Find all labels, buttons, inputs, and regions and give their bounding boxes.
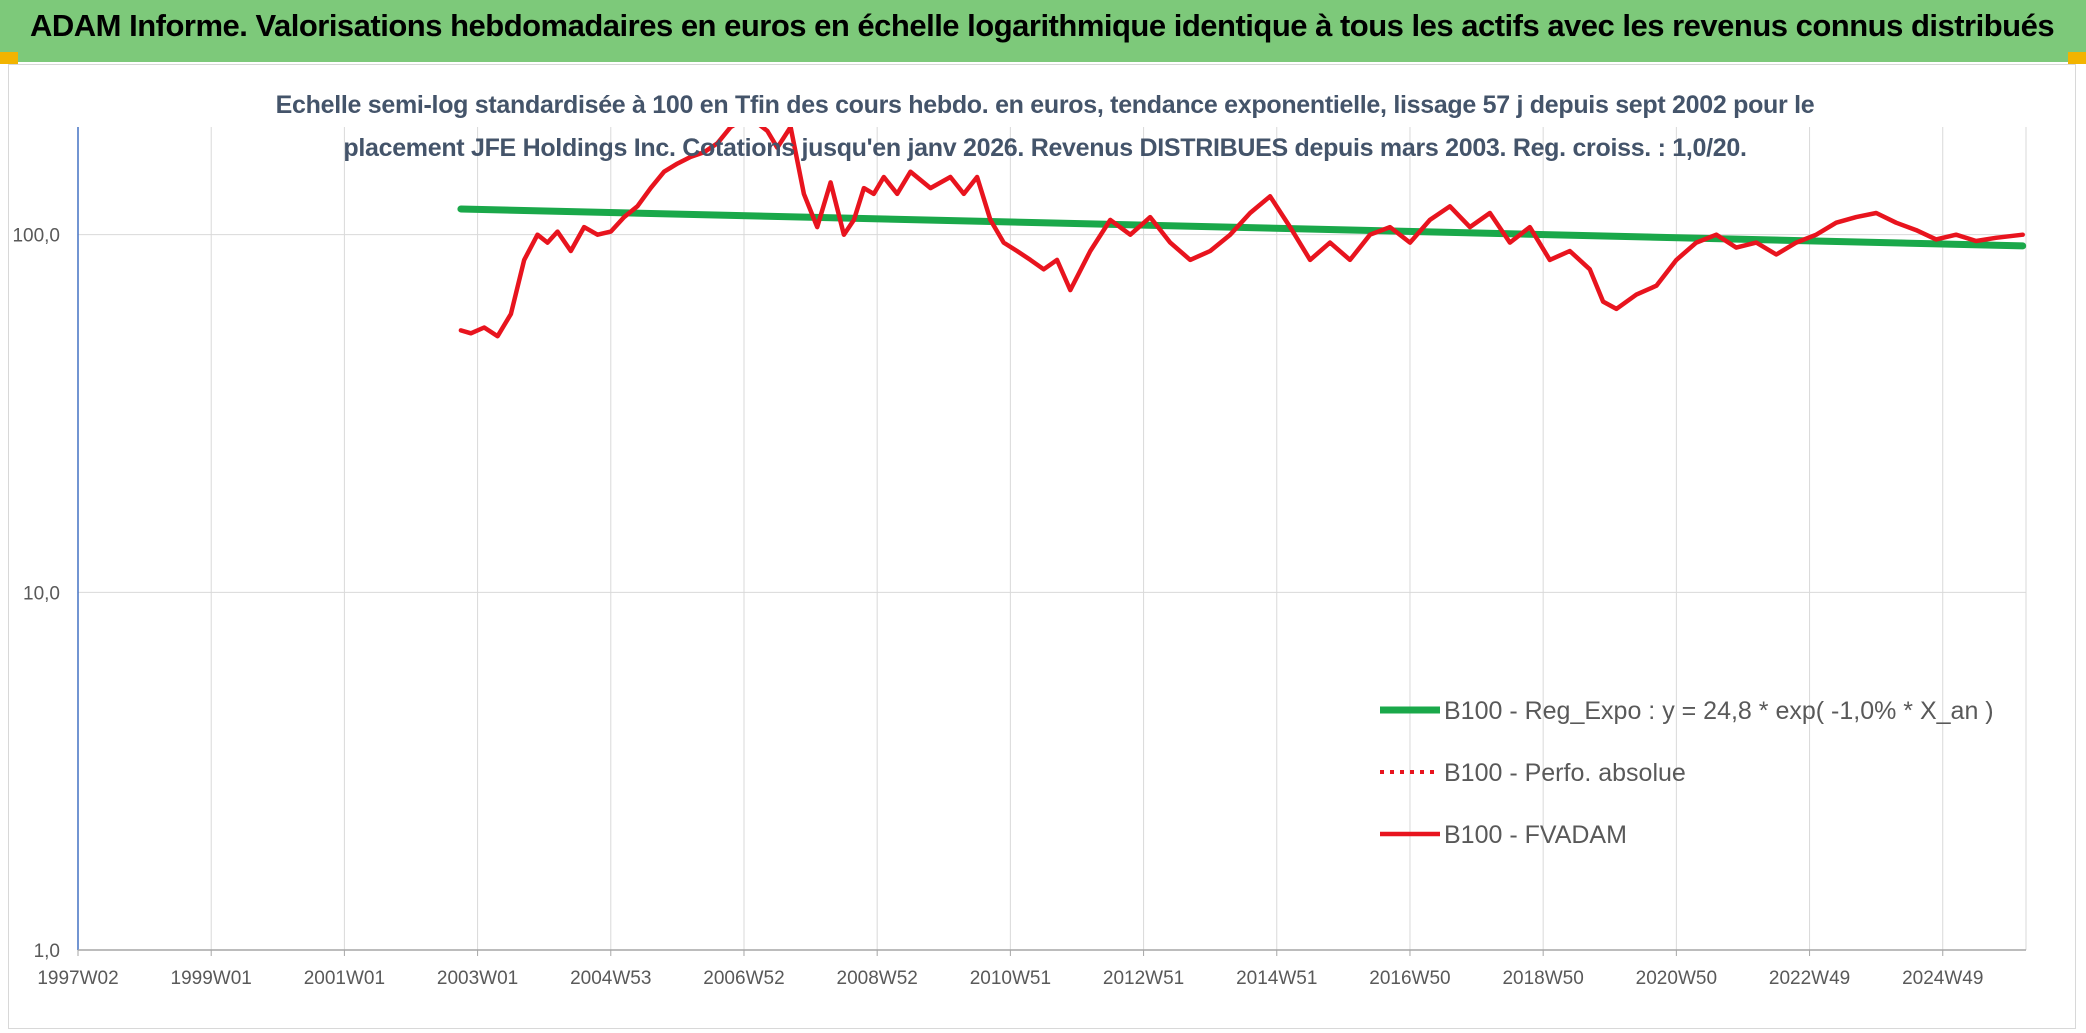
x-tick-label: 1999W01 bbox=[171, 968, 252, 989]
chart-subtitle: Echelle semi-log standardisée à 100 en T… bbox=[190, 84, 1900, 170]
y-tick-label: 10,0 bbox=[23, 583, 60, 604]
subtitle-line-1: Echelle semi-log standardisée à 100 en T… bbox=[275, 91, 1815, 119]
subtitle-line-2: placement JFE Holdings Inc. Cotations ju… bbox=[343, 134, 1747, 162]
grid-lines bbox=[77, 127, 2027, 951]
x-tick-label: 2014W51 bbox=[1236, 968, 1317, 989]
legend-label-2: B100 - FVADAM bbox=[1444, 821, 1627, 849]
x-tick-label: 1997W02 bbox=[37, 968, 118, 989]
x-tick-label: 2020W50 bbox=[1636, 968, 1717, 989]
x-tick-label: 2001W01 bbox=[304, 968, 385, 989]
x-tick-label: 2010W51 bbox=[970, 968, 1051, 989]
legend-label-0: B100 - Reg_Expo : y = 24,8 * exp( -1,0% … bbox=[1444, 697, 1994, 725]
corner-marker-left bbox=[0, 52, 18, 64]
page-title: ADAM Informe. Valorisations hebdomadaire… bbox=[30, 8, 2055, 43]
legend-label-1: B100 - Perfo. absolue bbox=[1444, 759, 1686, 787]
corner-marker-right bbox=[2068, 52, 2086, 64]
x-tick-label: 2012W51 bbox=[1103, 968, 1184, 989]
x-tick-label: 2006W52 bbox=[703, 968, 784, 989]
series-line-2 bbox=[458, 127, 2025, 339]
series-line-0 bbox=[457, 205, 2027, 250]
x-tick-label: 2022W49 bbox=[1769, 968, 1850, 989]
y-tick-label: 100,0 bbox=[12, 226, 60, 247]
x-tick-label: 2018W50 bbox=[1502, 968, 1583, 989]
header-banner: ADAM Informe. Valorisations hebdomadaire… bbox=[0, 0, 2086, 62]
x-tick-label: 2004W53 bbox=[570, 968, 651, 989]
chart-frame bbox=[8, 64, 2076, 1029]
legend: B100 - Reg_Expo : y = 24,8 * exp( -1,0% … bbox=[1380, 697, 1994, 849]
x-tick-label: 2016W50 bbox=[1369, 968, 1450, 989]
x-tick-label: 2008W52 bbox=[837, 968, 918, 989]
axes: 1997W02 1999W01 2001W01 2003W01 2004W53 2006W… bbox=[12, 127, 2026, 989]
series-layer bbox=[457, 127, 2027, 339]
y-tick-label: 1,0 bbox=[34, 941, 60, 962]
x-tick-label: 2003W01 bbox=[437, 968, 518, 989]
x-tick-label: 2024W49 bbox=[1902, 968, 1983, 989]
